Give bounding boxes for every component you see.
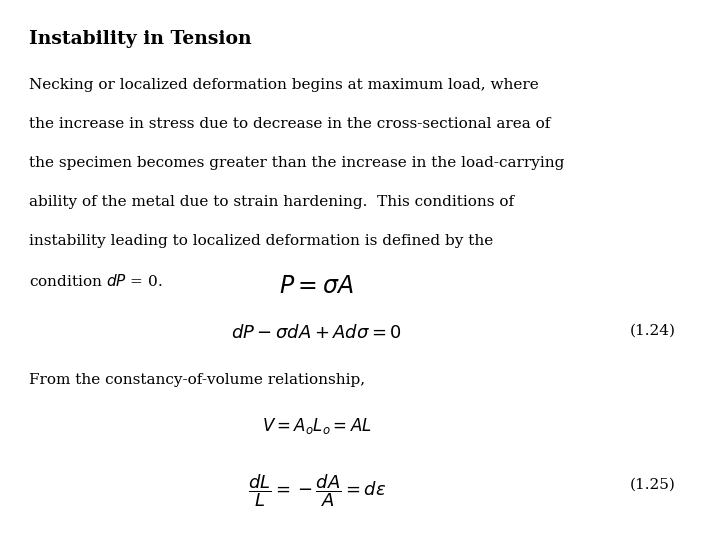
Text: $P = \sigma A$: $P = \sigma A$	[279, 275, 354, 299]
Text: $V = A_oL_o = AL$: $V = A_oL_o = AL$	[262, 416, 372, 436]
Text: (1.25): (1.25)	[630, 478, 676, 492]
Text: instability leading to localized deformation is defined by the: instability leading to localized deforma…	[29, 234, 493, 248]
Text: Instability in Tension: Instability in Tension	[29, 30, 251, 48]
Text: Necking or localized deformation begins at maximum load, where: Necking or localized deformation begins …	[29, 78, 539, 92]
Text: $dP - \sigma dA + Ad\sigma = 0$: $dP - \sigma dA + Ad\sigma = 0$	[231, 324, 402, 342]
Text: $\dfrac{dL}{L} = -\dfrac{dA}{A} = d\varepsilon$: $\dfrac{dL}{L} = -\dfrac{dA}{A} = d\vare…	[248, 472, 386, 509]
Text: the increase in stress due to decrease in the cross-sectional area of: the increase in stress due to decrease i…	[29, 117, 550, 131]
Text: condition $dP$ = 0.: condition $dP$ = 0.	[29, 273, 162, 289]
Text: From the constancy-of-volume relationship,: From the constancy-of-volume relationshi…	[29, 373, 365, 387]
Text: ability of the metal due to strain hardening.  This conditions of: ability of the metal due to strain harde…	[29, 195, 514, 209]
Text: (1.24): (1.24)	[630, 324, 676, 338]
Text: the specimen becomes greater than the increase in the load-carrying: the specimen becomes greater than the in…	[29, 156, 564, 170]
